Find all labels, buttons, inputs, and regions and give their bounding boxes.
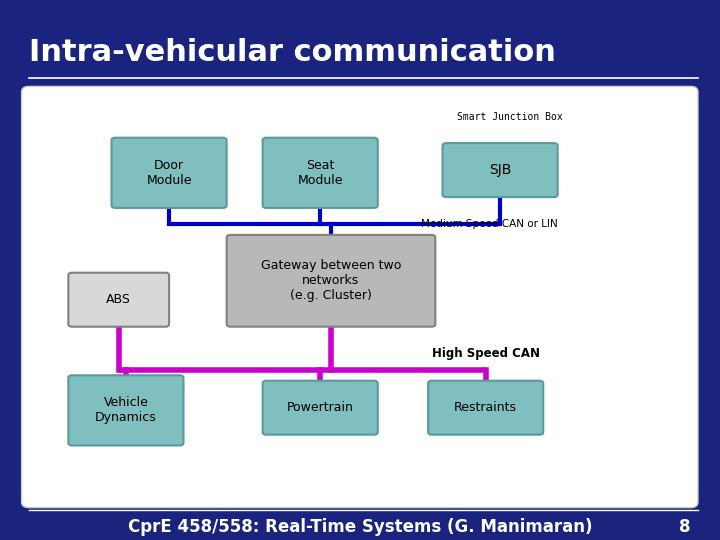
FancyBboxPatch shape (22, 86, 698, 508)
FancyBboxPatch shape (227, 235, 436, 327)
Text: Intra-vehicular communication: Intra-vehicular communication (29, 38, 556, 67)
Text: CprE 458/558: Real-Time Systems (G. Manimaran): CprE 458/558: Real-Time Systems (G. Mani… (127, 517, 592, 536)
FancyBboxPatch shape (263, 381, 378, 435)
Text: Seat
Module: Seat Module (297, 159, 343, 187)
FancyBboxPatch shape (443, 143, 558, 197)
Text: 8: 8 (679, 517, 690, 536)
FancyBboxPatch shape (428, 381, 544, 435)
Text: High Speed CAN: High Speed CAN (432, 347, 540, 360)
Text: Smart Junction Box: Smart Junction Box (457, 111, 562, 122)
Text: Restraints: Restraints (454, 401, 517, 414)
Text: SJB: SJB (489, 163, 511, 177)
Text: Door
Module: Door Module (146, 159, 192, 187)
FancyBboxPatch shape (68, 375, 184, 445)
FancyBboxPatch shape (68, 273, 169, 327)
Text: Medium Speed CAN or LIN: Medium Speed CAN or LIN (421, 219, 558, 229)
Text: Powertrain: Powertrain (287, 401, 354, 414)
FancyBboxPatch shape (263, 138, 378, 208)
Text: Vehicle
Dynamics: Vehicle Dynamics (95, 396, 157, 424)
Text: •  A schematic diagram of a current in-vehicle network: • A schematic diagram of a current in-ve… (29, 94, 565, 113)
FancyBboxPatch shape (112, 138, 227, 208)
Text: ABS: ABS (107, 293, 131, 306)
Text: Gateway between two
networks
(e.g. Cluster): Gateway between two networks (e.g. Clust… (261, 259, 401, 302)
